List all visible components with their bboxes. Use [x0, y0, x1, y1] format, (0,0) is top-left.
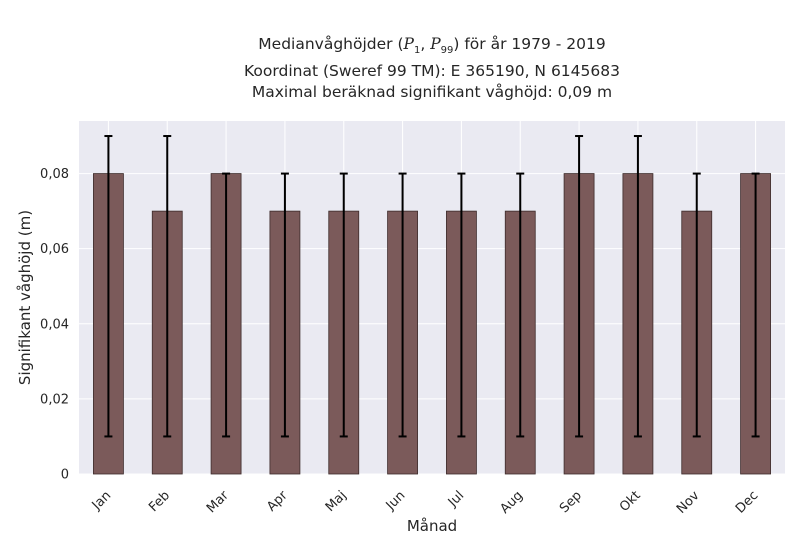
x-axis-ticks: Jan Feb Mar Apr Maj Jun Jul Aug Sep Okt Nov Dec [89, 488, 762, 517]
x-tick-label: Okt [617, 488, 644, 515]
title-line-3: Maximal beräknad signifikant våghöjd: 0,… [251, 83, 613, 102]
x-tick-label: Dec [733, 488, 761, 516]
x-tick-label: Jul [445, 488, 467, 510]
y-tick-label: 0,02 [40, 392, 69, 407]
x-tick-label: Maj [323, 488, 350, 515]
chart-title: Medianvåghöjder (P1, P99) för år 1979 - … [79, 34, 785, 103]
x-tick-label: Feb [146, 488, 173, 515]
x-tick-label: Apr [264, 488, 291, 515]
title-line-2: Koordinat (Sweref 99 TM): E 365190, N 61… [244, 62, 620, 81]
x-axis-label: Månad [407, 517, 457, 535]
x-tick-label: Jun [383, 488, 409, 514]
title-line-1: Medianvåghöjder (P1, P99) för år 1979 - … [258, 35, 606, 57]
y-axis-label: Signifikant våghöjd (m) [16, 210, 34, 385]
x-tick-label: Sep [557, 488, 585, 516]
y-axis-ticks: 0 0,02 0,04 0,06 0,08 [40, 167, 69, 482]
x-tick-label: Mar [204, 488, 232, 516]
y-tick-label: 0,06 [40, 242, 69, 257]
x-tick-label: Jan [89, 488, 114, 513]
y-tick-label: 0,08 [40, 167, 69, 182]
y-tick-label: 0 [61, 468, 69, 483]
error-bars [104, 135, 760, 438]
plot-area [79, 121, 785, 474]
x-tick-label: Nov [674, 488, 703, 517]
y-tick-label: 0,04 [40, 317, 69, 332]
x-tick-label: Aug [498, 488, 527, 517]
